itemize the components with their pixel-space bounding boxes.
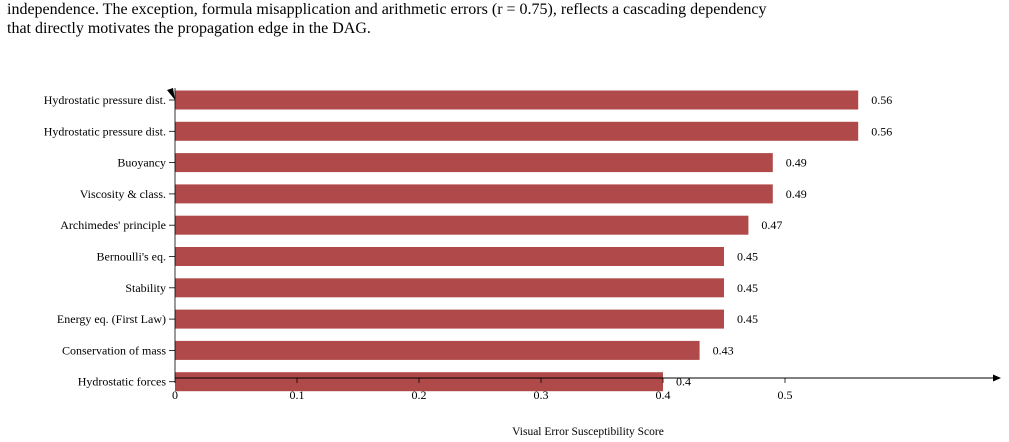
- value-label: 0.47: [761, 218, 782, 232]
- bar: [175, 340, 700, 360]
- bar: [175, 90, 859, 110]
- bar: [175, 247, 724, 266]
- value-label: 0.49: [786, 187, 807, 201]
- bar: [175, 215, 749, 235]
- bar: [175, 153, 773, 173]
- axes-group: [167, 88, 1001, 383]
- value-label: 0.45: [737, 250, 758, 264]
- value-label: 0.45: [737, 281, 758, 295]
- x-tick-label: 0.5: [778, 388, 793, 402]
- x-tick-label: 0.2: [412, 388, 427, 402]
- category-label: Conservation of mass: [62, 343, 166, 357]
- x-tick-label: 0.1: [290, 388, 305, 402]
- category-label: Buoyancy: [117, 156, 166, 170]
- value-label: 0.56: [871, 93, 892, 107]
- value-label: 0.43: [713, 343, 734, 357]
- x-tick-label: 0.3: [534, 388, 549, 402]
- category-label: Viscosity & class.: [80, 187, 166, 201]
- category-label: Hydrostatic pressure dist.: [44, 124, 166, 138]
- x-axis-title: Visual Error Susceptibility Score: [512, 426, 664, 438]
- bar: [175, 121, 859, 141]
- paragraph: independence. The exception, formula mis…: [7, 0, 997, 38]
- x-tick-label: 0.4: [656, 388, 671, 402]
- bar: [175, 184, 773, 204]
- category-label: Stability: [125, 281, 166, 295]
- category-label: Archimedes' principle: [60, 218, 166, 232]
- category-label: Hydrostatic forces: [78, 375, 167, 389]
- x-axis-arrow: [993, 374, 1001, 382]
- paragraph-line-2: that directly motivates the propagation …: [7, 20, 371, 37]
- category-label: Energy eq. (First Law): [57, 312, 166, 326]
- value-label: 0.45: [737, 312, 758, 326]
- labels-group: Hydrostatic pressure dist. 0.56 Hydrostati…: [44, 93, 893, 438]
- bar: [175, 309, 724, 329]
- category-label: Bernoulli's eq.: [97, 250, 167, 264]
- y-axis-arrow: [167, 88, 175, 100]
- x-tick-label: 0: [172, 388, 178, 402]
- category-label: Hydrostatic pressure dist.: [44, 93, 166, 107]
- value-label: 0.4: [676, 375, 691, 389]
- bars-group: [175, 90, 859, 392]
- value-label: 0.56: [871, 124, 892, 138]
- paragraph-line-1: independence. The exception, formula mis…: [7, 1, 767, 18]
- bar: [175, 278, 724, 298]
- value-label: 0.49: [786, 156, 807, 170]
